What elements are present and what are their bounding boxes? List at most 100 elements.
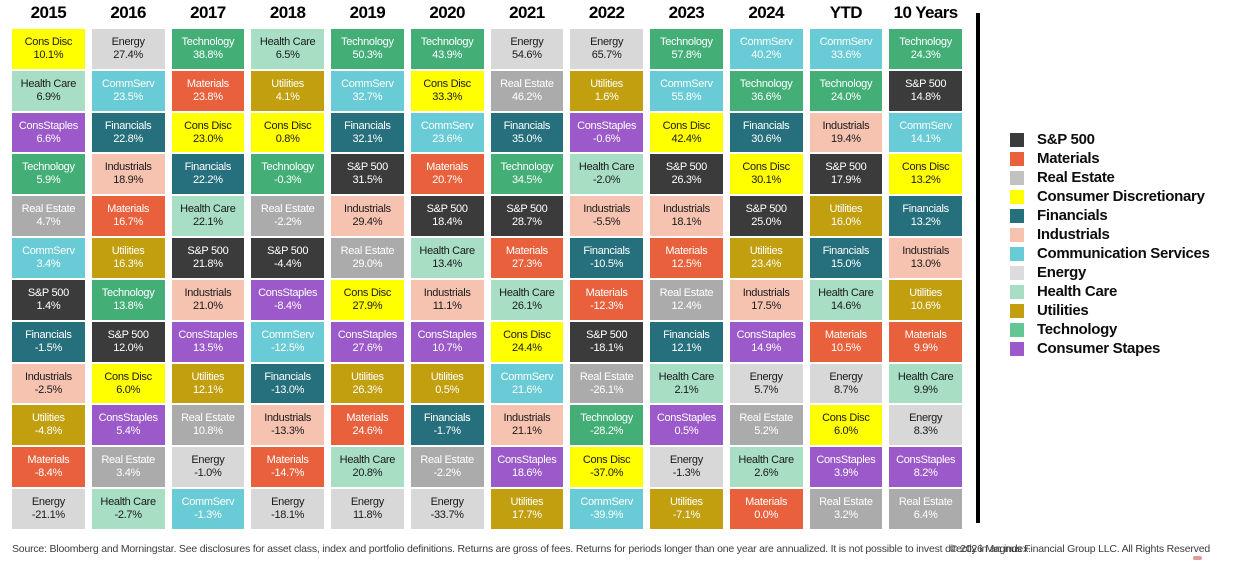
sector-label: S&P 500 — [267, 245, 309, 258]
return-cell: ConsStaples 5.4% — [91, 405, 165, 446]
return-cell: Financials -13.0% — [251, 363, 324, 404]
return-value: 8.2% — [913, 467, 938, 480]
return-value: 21.0% — [193, 299, 223, 312]
return-cell: ConsStaples 3.9% — [809, 447, 883, 488]
sector-label: Technology — [739, 77, 793, 90]
legend-swatch-icon — [1010, 284, 1024, 299]
sector-label: Materials — [266, 454, 309, 467]
return-value: 65.7% — [591, 48, 622, 61]
legend-label: Consumer Stapes — [1037, 340, 1161, 357]
return-value: -21.1% — [31, 509, 65, 522]
legend-item: Consumer Discretionary — [1010, 187, 1210, 206]
sector-label: S&P 500 — [426, 203, 468, 216]
sector-label: Financials — [25, 328, 72, 341]
return-value: 50.3% — [352, 48, 383, 61]
sector-label: Cons Disc — [582, 454, 631, 467]
return-cell: Energy 54.6% — [490, 29, 564, 69]
sector-label: Industrials — [902, 245, 950, 258]
return-cell: Energy 8.7% — [809, 363, 883, 404]
vertical-divider — [976, 13, 980, 523]
legend-swatch-icon — [1010, 303, 1024, 318]
sector-label: CommServ — [101, 77, 155, 90]
return-value: 21.1% — [512, 425, 542, 438]
sector-label: Materials — [745, 496, 788, 509]
sector-label: Industrials — [343, 203, 391, 216]
return-value: 4.1% — [275, 90, 300, 103]
sector-label: Cons Disc — [901, 161, 950, 174]
return-cell: CommServ 3.4% — [12, 238, 85, 278]
return-value: 22.1% — [193, 216, 223, 229]
sector-label: Real Estate — [579, 370, 634, 383]
return-cell: Industrials 11.1% — [410, 279, 484, 320]
return-value: -18.1% — [590, 341, 624, 354]
return-value: 30.6% — [751, 132, 781, 145]
sector-label: Financials — [503, 119, 551, 132]
return-value: 21.8% — [193, 258, 223, 271]
column-cells: Technology 43.9% Cons Disc 33.3% CommServ 23.… — [410, 29, 484, 529]
sector-label: Energy — [749, 370, 783, 383]
return-value: 6.0% — [116, 383, 141, 396]
return-value: 11.1% — [432, 299, 462, 312]
sector-label: Energy — [909, 412, 943, 425]
return-value: 5.9% — [36, 174, 61, 187]
year-column: 2023 Technology 57.8% CommServ 55.8% Cons Dis… — [650, 3, 723, 529]
return-value: -2.0% — [593, 174, 621, 187]
sector-label: Cons Disc — [742, 161, 790, 174]
return-cell: Cons Disc 6.0% — [809, 405, 883, 446]
sector-label: S&P 500 — [905, 77, 947, 90]
return-value: 18.4% — [432, 216, 462, 229]
sector-label: ConsStaples — [18, 119, 78, 132]
sector-label: Cons Disc — [184, 119, 232, 132]
sector-label: S&P 500 — [665, 161, 707, 174]
sector-label: S&P 500 — [187, 245, 229, 258]
legend-item: Utilities — [1010, 301, 1210, 320]
column-cells: Cons Disc 10.1% Health Care 6.9% ConsStaples… — [12, 29, 85, 529]
sector-label: Real Estate — [260, 203, 315, 216]
return-value: 17.9% — [831, 174, 861, 187]
sector-label: Industrials — [104, 161, 152, 174]
sector-label: Financials — [742, 119, 790, 132]
sector-label: Technology — [181, 35, 235, 48]
legend-swatch-icon — [1010, 246, 1024, 261]
column-cells: Technology 50.3% CommServ 32.7% Financials 32… — [331, 29, 404, 529]
sector-label: Health Care — [419, 245, 475, 258]
return-cell: Real Estate 12.4% — [650, 279, 723, 320]
year-column: 2021 Energy 54.6% Real Estate 46.2% Financial… — [490, 3, 564, 529]
return-cell: Cons Disc 33.3% — [410, 70, 484, 111]
return-cell: Real Estate 3.4% — [91, 447, 165, 488]
return-cell: Technology 38.8% — [171, 29, 245, 69]
return-value: 32.1% — [352, 132, 383, 145]
return-value: 18.6% — [512, 467, 542, 480]
sector-label: Real Estate — [739, 412, 793, 425]
return-cell: S&P 500 -4.4% — [251, 238, 324, 278]
sector-label: Industrials — [822, 119, 870, 132]
sector-label: Real Estate — [659, 286, 714, 299]
sector-label: Materials — [107, 203, 150, 216]
return-value: 3.9% — [833, 467, 858, 480]
sector-label: ConsStaples — [736, 328, 796, 341]
return-cell: Real Estate 4.7% — [12, 196, 85, 237]
return-value: 23.8% — [193, 90, 223, 103]
return-value: 6.9% — [36, 90, 61, 103]
sector-label: CommServ — [22, 245, 75, 258]
sector-label: Health Care — [339, 454, 396, 467]
sector-label: S&P 500 — [506, 203, 548, 216]
legend-item: S&P 500 — [1010, 130, 1210, 149]
sector-label: Utilities — [829, 203, 863, 216]
return-value: -8.4% — [274, 299, 302, 312]
sector-label: ConsStaples — [577, 119, 637, 132]
column-cells: Energy 54.6% Real Estate 46.2% Financials 35.… — [490, 29, 564, 529]
return-value: 10.5% — [831, 341, 861, 354]
legend-swatch-icon — [1010, 341, 1024, 356]
return-cell: CommServ 14.1% — [889, 112, 962, 153]
sector-label: Materials — [665, 245, 708, 258]
legend-swatch-icon — [1010, 151, 1024, 166]
return-cell: ConsStaples -8.4% — [251, 279, 324, 320]
return-value: 0.0% — [754, 509, 779, 522]
return-value: 18.9% — [113, 174, 143, 187]
return-cell: Utilities -4.8% — [12, 405, 85, 446]
return-value: 23.5% — [113, 90, 143, 103]
return-cell: Technology 13.8% — [91, 279, 165, 320]
legend-label: Communication Services — [1037, 245, 1210, 262]
return-cell: Utilities 10.6% — [889, 279, 962, 320]
